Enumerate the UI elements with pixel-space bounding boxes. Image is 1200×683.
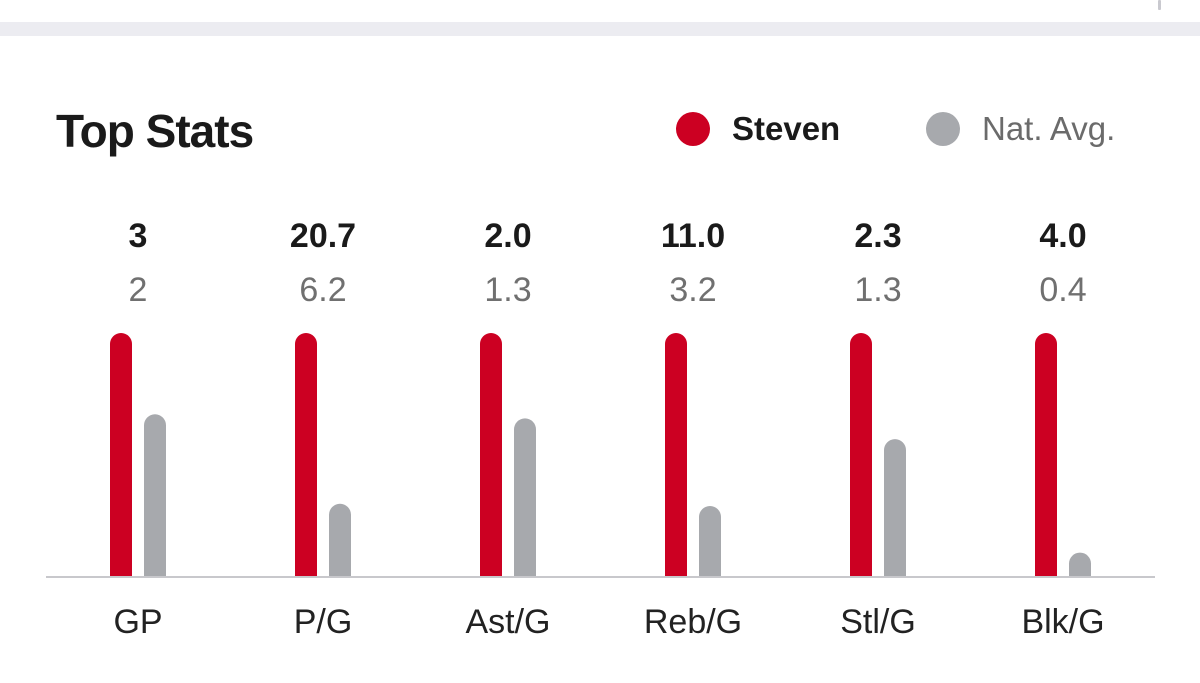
category-label-reb-g: Reb/G bbox=[644, 603, 742, 641]
legend-dot-nat-avg-icon bbox=[926, 112, 960, 146]
value-label-steven-gp: 3 bbox=[129, 217, 148, 255]
category-label-ast-g: Ast/G bbox=[465, 603, 550, 641]
value-label-nat-avg-blk-g: 0.4 bbox=[1039, 271, 1086, 309]
bar-nat-avg-reb-g bbox=[699, 505, 721, 577]
bar-steven-stl-g bbox=[850, 333, 872, 577]
legend-label-nat-avg: Nat. Avg. bbox=[982, 110, 1116, 147]
category-label-gp: GP bbox=[113, 603, 162, 641]
bar-nat-avg-blk-g bbox=[1069, 552, 1091, 577]
bar-nat-avg-p-g bbox=[329, 503, 351, 577]
value-label-nat-avg-reb-g: 3.2 bbox=[669, 271, 716, 309]
value-label-steven-blk-g: 4.0 bbox=[1039, 217, 1086, 255]
value-label-nat-avg-ast-g: 1.3 bbox=[484, 271, 531, 309]
legend-dot-steven-icon bbox=[676, 112, 710, 146]
bar-steven-blk-g bbox=[1035, 333, 1057, 577]
chart-title: Top Stats bbox=[56, 105, 254, 157]
header-band bbox=[0, 0, 1200, 22]
legend-label-steven: Steven bbox=[732, 110, 841, 147]
category-label-blk-g: Blk/G bbox=[1021, 603, 1104, 641]
scroll-indicator bbox=[1158, 0, 1161, 10]
legend-item-steven: Steven bbox=[676, 110, 840, 148]
bar-steven-p-g bbox=[295, 333, 317, 577]
value-label-nat-avg-stl-g: 1.3 bbox=[854, 271, 901, 309]
value-label-steven-ast-g: 2.0 bbox=[484, 217, 531, 255]
legend-item-nat-avg: Nat. Avg. bbox=[926, 110, 1115, 148]
bar-steven-gp bbox=[110, 333, 132, 577]
category-label-p-g: P/G bbox=[294, 603, 353, 641]
value-label-nat-avg-p-g: 6.2 bbox=[299, 271, 346, 309]
bar-nat-avg-ast-g bbox=[514, 418, 536, 577]
category-label-stl-g: Stl/G bbox=[840, 603, 916, 641]
bar-steven-ast-g bbox=[480, 333, 502, 577]
value-label-nat-avg-gp: 2 bbox=[129, 271, 148, 309]
value-label-steven-stl-g: 2.3 bbox=[854, 217, 901, 255]
top-divider bbox=[0, 22, 1200, 36]
bar-steven-reb-g bbox=[665, 333, 687, 577]
value-label-steven-reb-g: 11.0 bbox=[661, 217, 725, 255]
value-label-steven-p-g: 20.7 bbox=[290, 217, 356, 255]
bar-nat-avg-stl-g bbox=[884, 439, 907, 577]
bar-nat-avg-gp bbox=[144, 414, 166, 577]
